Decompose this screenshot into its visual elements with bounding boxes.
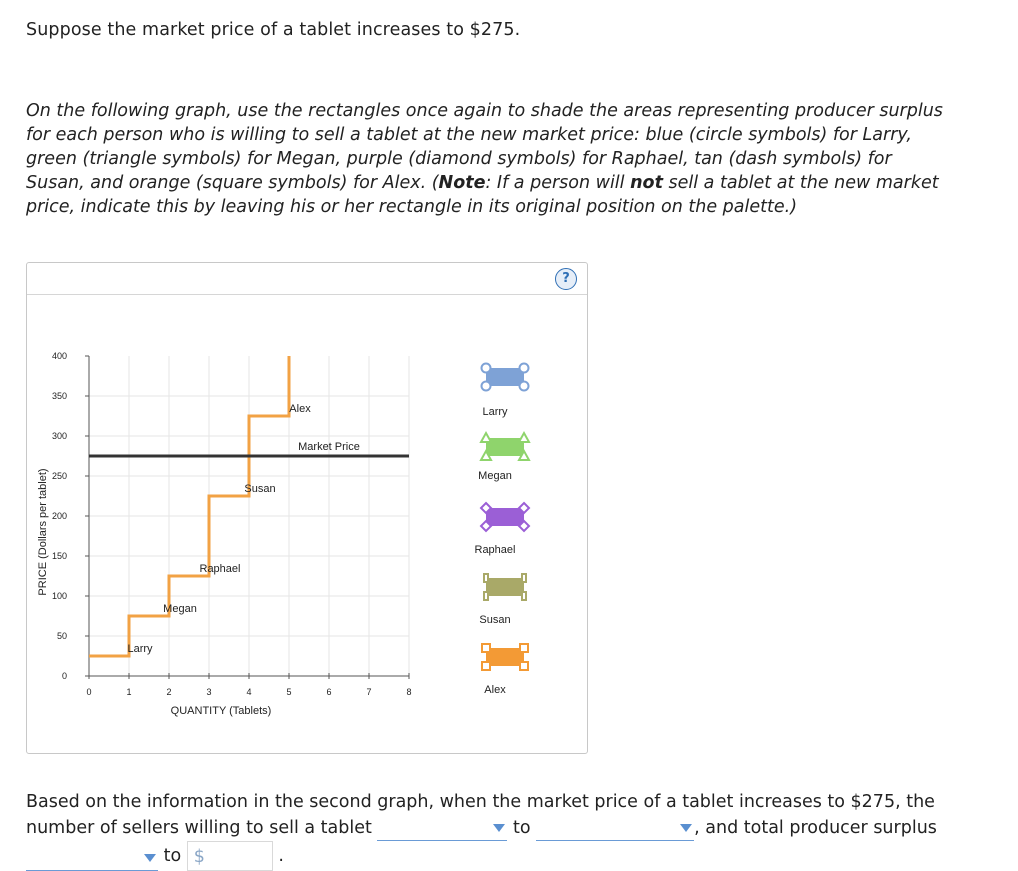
x-tick-label: 2 — [166, 687, 171, 697]
step-label: Raphael — [200, 563, 241, 575]
diamond-icon[interactable] — [479, 501, 493, 515]
x-axis-title: QUANTITY (Tablets) — [171, 705, 272, 717]
step-label: Susan — [244, 483, 275, 495]
supply-curve — [89, 356, 291, 658]
palette-label: Larry — [482, 406, 508, 418]
y-tick-label: 400 — [52, 351, 67, 361]
question-tail: , and total producer surplus — [694, 818, 937, 838]
note-label: Note — [438, 173, 486, 193]
surplus-from-dropdown[interactable] — [26, 848, 158, 871]
step-label: Larry — [127, 643, 153, 655]
palette-rect-megan — [486, 438, 524, 456]
chevron-down-icon — [680, 824, 693, 832]
chevron-down-icon — [144, 854, 156, 862]
circle-icon[interactable] — [480, 380, 492, 392]
x-tick-label: 7 — [366, 687, 371, 697]
not-word: not — [630, 173, 663, 193]
y-tick-label: 200 — [52, 511, 67, 521]
palette-rect-raphael — [486, 508, 524, 526]
y-tick-label: 0 — [62, 671, 67, 681]
y-tick-label: 350 — [52, 391, 67, 401]
palette-label: Raphael — [475, 544, 516, 556]
triangle-icon[interactable] — [517, 430, 531, 443]
circle-icon[interactable] — [518, 362, 530, 374]
to-label-2: to — [163, 846, 182, 866]
x-tick-label: 6 — [326, 687, 331, 697]
surplus-amount-input[interactable]: $ — [186, 841, 273, 871]
dash-icon[interactable] — [521, 591, 527, 601]
square-icon[interactable] — [481, 661, 491, 671]
question-text: Based on the information in the second g… — [26, 792, 935, 838]
market-price-label: Market Price — [298, 441, 360, 453]
x-tick-label: 8 — [406, 687, 411, 697]
sellers-from-dropdown[interactable] — [377, 818, 508, 841]
diamond-icon[interactable] — [517, 501, 531, 515]
x-tick-label: 4 — [246, 687, 251, 697]
supply-chart: 0 1 2 3 4 5 6 7 8 0 50 100 150 200 250 300 350 400 QUANTIT… — [37, 351, 531, 717]
palette-label: Alex — [484, 684, 506, 696]
circle-icon[interactable] — [480, 362, 492, 374]
square-icon[interactable] — [519, 643, 529, 653]
x-tick-label: 1 — [126, 687, 131, 697]
chevron-down-icon — [493, 824, 506, 832]
x-tick-label: 3 — [206, 687, 211, 697]
palette-label: Susan — [479, 614, 510, 626]
y-tick-label: 50 — [57, 631, 67, 641]
dash-icon[interactable] — [483, 591, 489, 601]
circle-icon[interactable] — [518, 380, 530, 392]
y-axis-title: PRICE (Dollars per tablet) — [37, 468, 49, 595]
y-tick-label: 150 — [52, 551, 67, 561]
intro-text: Suppose the market price of a tablet inc… — [26, 20, 521, 40]
diamond-icon[interactable] — [517, 519, 531, 533]
dash-icon[interactable] — [483, 573, 489, 583]
triangle-icon[interactable] — [479, 430, 493, 443]
y-tick-label: 250 — [52, 471, 67, 481]
to-label-1: to — [513, 818, 531, 838]
dollar-sign: $ — [193, 847, 205, 867]
triangle-icon[interactable] — [517, 448, 531, 461]
sellers-to-dropdown[interactable] — [536, 818, 695, 841]
instructions: On the following graph, use the rectangl… — [26, 99, 946, 219]
triangle-icon[interactable] — [479, 448, 493, 461]
diamond-icon[interactable] — [479, 519, 493, 533]
x-tick-label: 5 — [286, 687, 291, 697]
question-block: Based on the information in the second g… — [26, 789, 956, 871]
instr-part3: sell a tablet at the new market price, i… — [26, 173, 939, 217]
square-icon[interactable] — [519, 661, 529, 671]
instr-part1: On the following graph, use the rectangl… — [26, 101, 943, 193]
panel-divider — [27, 294, 587, 295]
step-label: Alex — [289, 403, 311, 415]
x-tick-label: 0 — [86, 687, 91, 697]
square-icon[interactable] — [481, 643, 491, 653]
question-end: . — [278, 846, 284, 866]
y-tick-label: 100 — [52, 591, 67, 601]
graph-panel: ? 0 1 2 3 4 5 6 7 8 0 50 100 150 200 250 300 350 400 QUANT… — [26, 262, 588, 754]
palette-rect-larry — [486, 368, 524, 386]
instr-part2: : If a person will — [485, 173, 631, 193]
y-tick-label: 300 — [52, 431, 67, 441]
help-icon[interactable]: ? — [555, 268, 577, 290]
step-label: Megan — [163, 603, 197, 615]
palette-label: Megan — [478, 470, 512, 482]
dash-icon[interactable] — [521, 573, 527, 583]
palette-rect-susan — [486, 578, 524, 596]
palette-rect-alex — [486, 648, 524, 666]
